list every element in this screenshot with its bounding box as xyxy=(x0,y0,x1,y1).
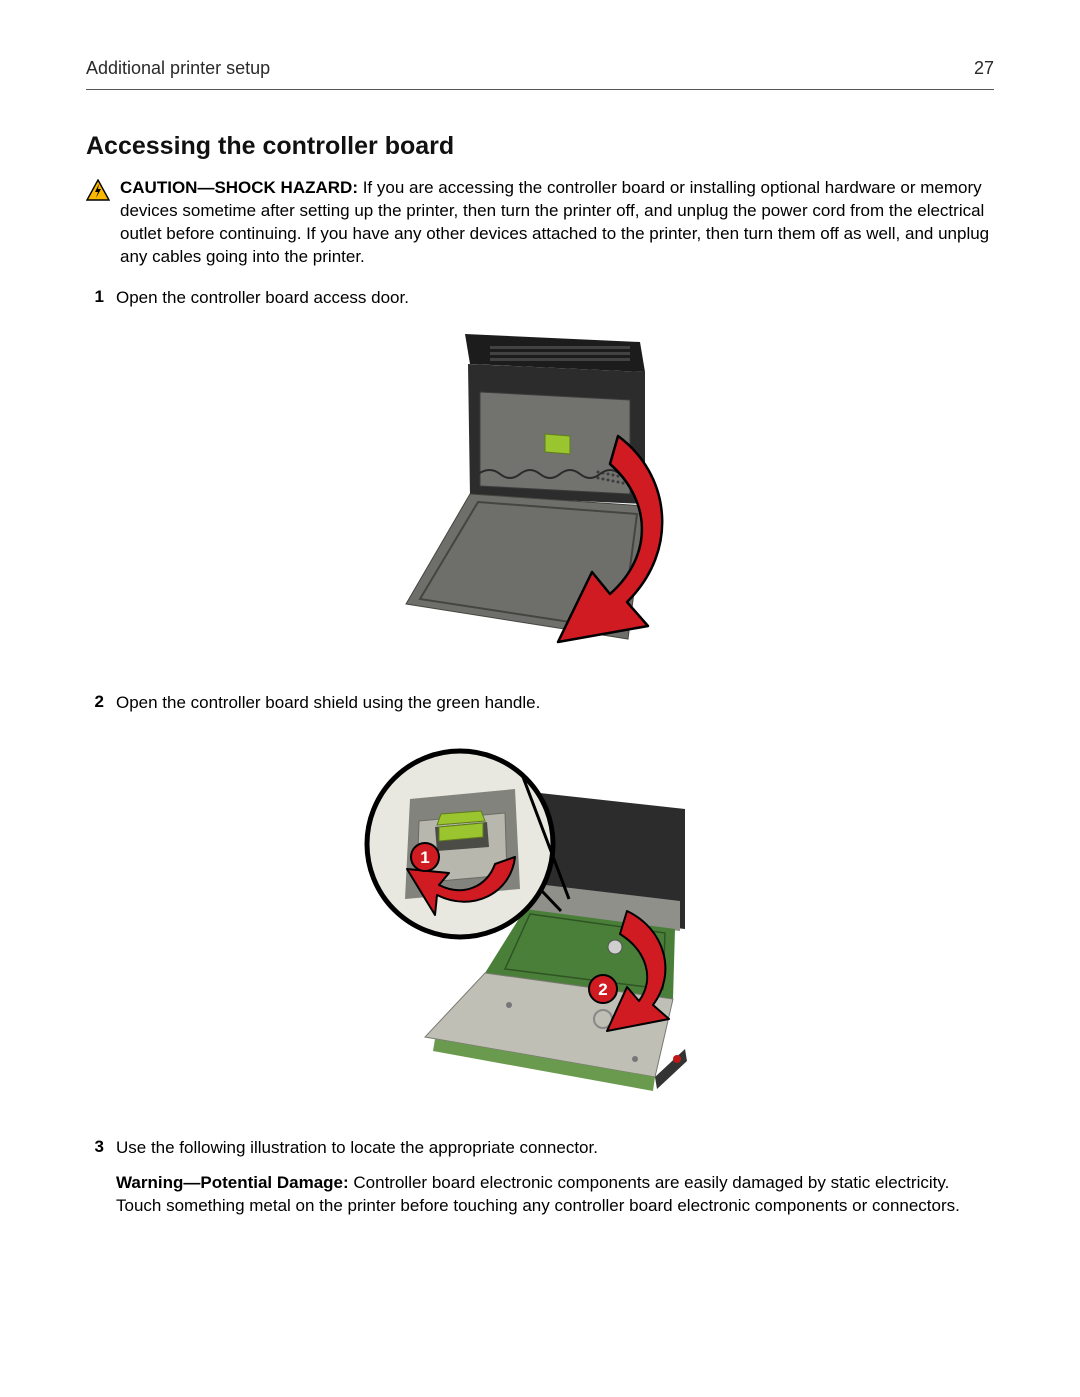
illustration-open-shield: 2 1 xyxy=(355,729,725,1109)
step-text: Open the controller board access door. xyxy=(116,287,994,310)
caution-block: CAUTION—SHOCK HAZARD: If you are accessi… xyxy=(86,177,994,269)
step-3: 3 Use the following illustration to loca… xyxy=(86,1137,994,1218)
header-section-title: Additional printer setup xyxy=(86,58,270,79)
header-page-number: 27 xyxy=(974,58,994,79)
page: Additional printer setup 27 Accessing th… xyxy=(0,0,1080,1271)
step-number: 2 xyxy=(86,692,104,715)
warning-label: Warning—Potential Damage: xyxy=(116,1173,349,1192)
svg-text:2: 2 xyxy=(598,980,607,999)
step-2: 2 Open the controller board shield using… xyxy=(86,692,994,715)
step-number: 1 xyxy=(86,287,104,310)
step-number: 3 xyxy=(86,1137,104,1218)
warning-block: Warning—Potential Damage: Controller boa… xyxy=(116,1172,994,1218)
step-text: Use the following illustration to locate… xyxy=(116,1137,994,1160)
illustration-open-door xyxy=(370,324,710,664)
section-heading: Accessing the controller board xyxy=(86,132,994,161)
svg-text:1: 1 xyxy=(420,848,429,867)
caution-label: CAUTION—SHOCK HAZARD: xyxy=(120,178,358,197)
caution-text: CAUTION—SHOCK HAZARD: If you are accessi… xyxy=(120,177,994,269)
callout-badge-2: 2 xyxy=(589,975,617,1003)
shock-hazard-icon xyxy=(86,179,110,269)
step-1: 1 Open the controller board access door. xyxy=(86,287,994,310)
page-header: Additional printer setup 27 xyxy=(86,58,994,90)
step-text: Open the controller board shield using t… xyxy=(116,692,994,715)
